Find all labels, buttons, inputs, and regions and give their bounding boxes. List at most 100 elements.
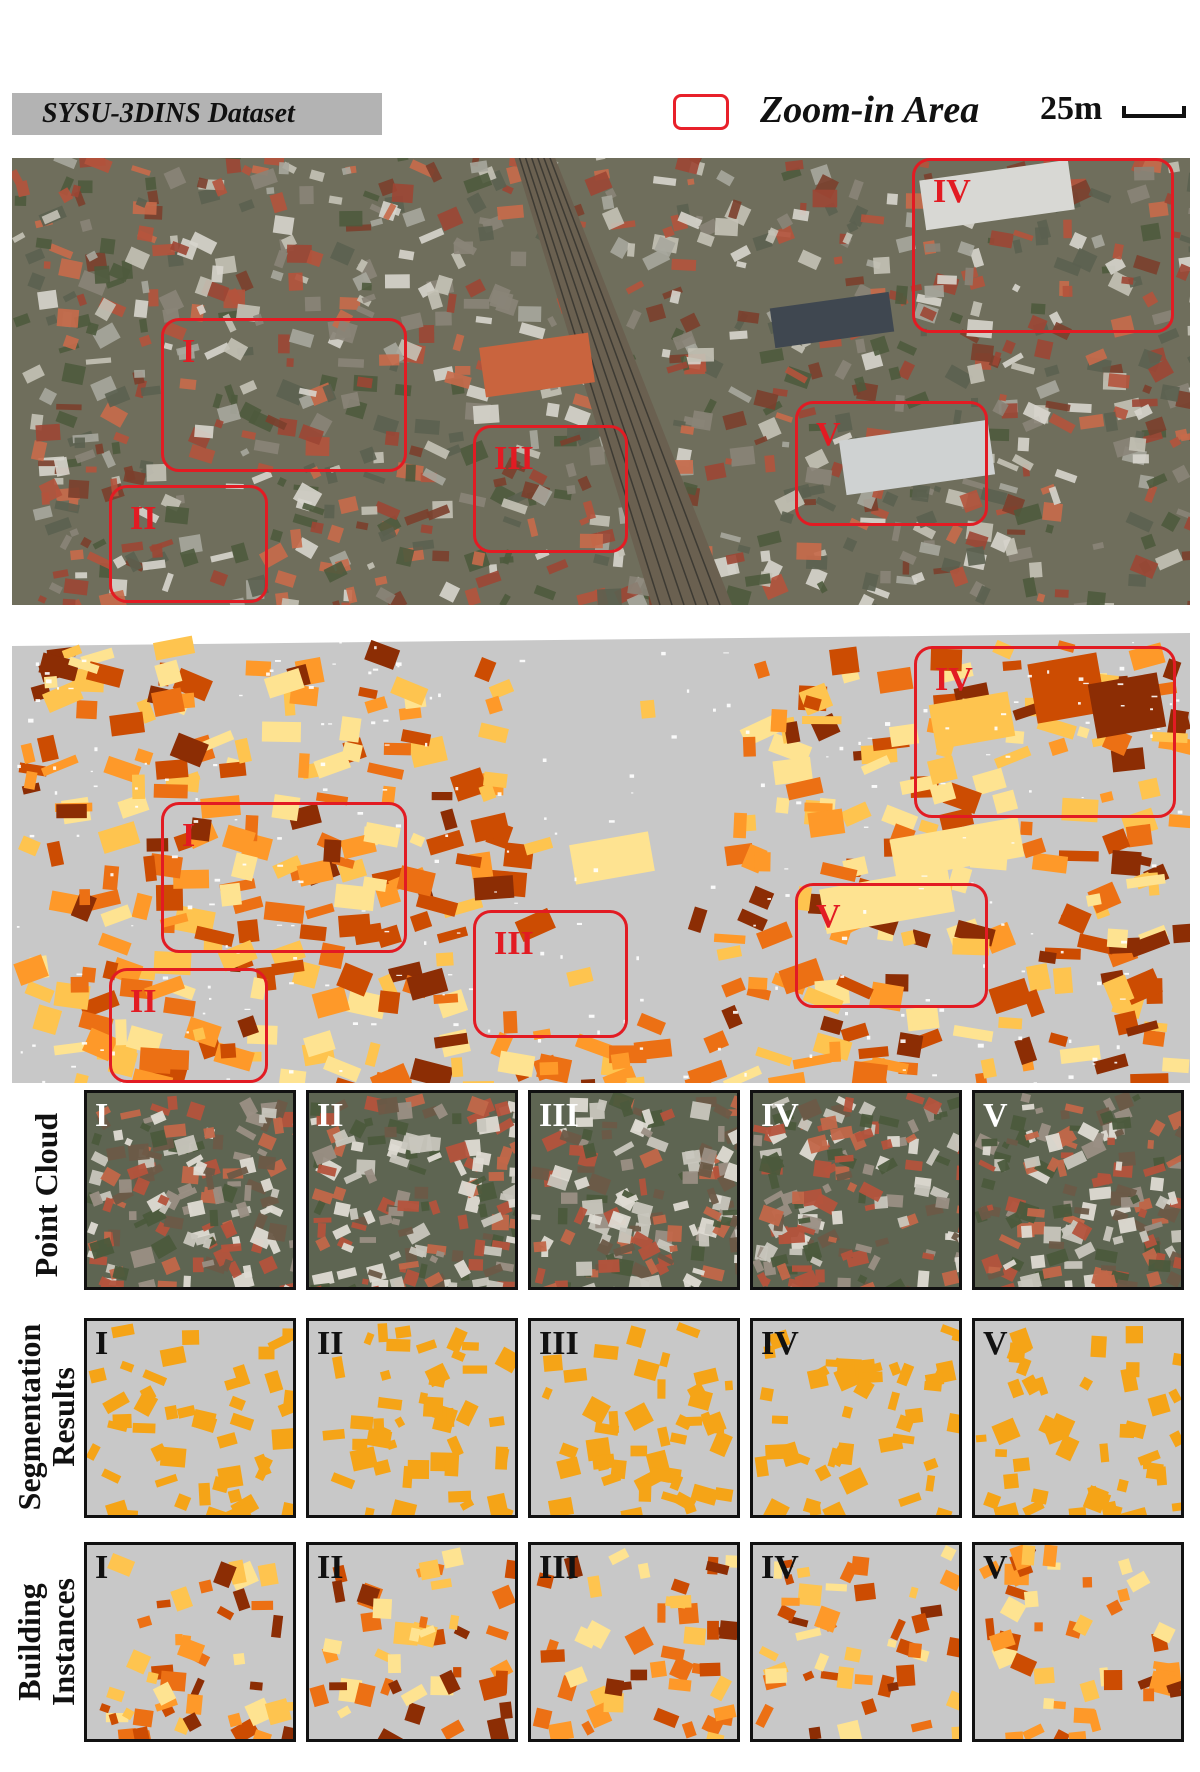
point-gap (918, 888, 924, 890)
tile-photo-roof (554, 1280, 569, 1287)
tile-photo-roof (682, 1171, 698, 1184)
point-gap (1150, 708, 1153, 711)
building-instance (687, 1059, 728, 1083)
point-gap (640, 998, 644, 1002)
tile-photo-roof (480, 1212, 504, 1228)
point-gap (683, 1075, 689, 1079)
tile-photo-roof (727, 1128, 737, 1146)
aerial-roof (290, 528, 303, 549)
aerial-roof (916, 293, 943, 307)
tile-photo-roof (914, 1184, 931, 1198)
tile-building (154, 1473, 178, 1488)
tile-building (681, 1416, 703, 1427)
building-instance (497, 1050, 536, 1078)
tile-photo-roof (764, 1151, 785, 1173)
tile-building (1118, 1558, 1133, 1576)
tile-photo-roof (1021, 1103, 1035, 1111)
aerial-roof (1011, 283, 1021, 293)
building-instance (1085, 893, 1102, 907)
aerial-roof (1175, 390, 1190, 411)
tile-building (659, 1352, 671, 1368)
tile-building (264, 1698, 292, 1726)
tile-photo-roof (139, 1122, 152, 1133)
tile-photo-roof (346, 1283, 358, 1287)
building-instance (803, 695, 822, 712)
building-instance (383, 742, 412, 756)
tile-photo-roof (310, 1283, 331, 1287)
building-instance (896, 1032, 924, 1059)
tile-building (448, 1490, 472, 1503)
tile-photo-roof (1056, 1159, 1068, 1178)
aerial-roof (1034, 338, 1054, 360)
tile-building (331, 1356, 346, 1379)
aerial-roof (966, 546, 986, 567)
tile-photo-roof (378, 1214, 393, 1226)
tile-building (102, 1391, 130, 1415)
tile-photo-roof (265, 1158, 287, 1178)
tile-building (494, 1346, 515, 1374)
tile-photo-roof (334, 1135, 356, 1148)
point-gap (234, 819, 238, 821)
tile-building (657, 1379, 666, 1399)
tile-photo-roof (978, 1159, 996, 1172)
tile-building (198, 1579, 214, 1594)
aerial-roof (765, 227, 779, 244)
aerial-roof (238, 401, 262, 425)
tile-photo-roof (1046, 1156, 1061, 1173)
aerial-roof (53, 456, 70, 477)
tile-building (258, 1346, 275, 1360)
aerial-roof (730, 245, 751, 263)
tile-building (1126, 1362, 1140, 1378)
zoom-label-v-instances: V (816, 898, 841, 935)
point-gap (519, 659, 526, 663)
tile-photo-roof (267, 1222, 288, 1242)
tile-building (1030, 1488, 1049, 1505)
tile-building (1068, 1730, 1088, 1739)
tile-photo-roof (1107, 1137, 1115, 1145)
tile-building (362, 1507, 375, 1515)
tile-segmentation-2-label: II (317, 1325, 344, 1362)
tile-building (264, 1370, 284, 1394)
point-gap (494, 891, 497, 893)
tile-photo-roof (981, 1138, 998, 1147)
aerial-roof (579, 516, 590, 526)
aerial-roof (1048, 413, 1076, 434)
aerial-roof (737, 310, 760, 324)
tile-building (946, 1412, 959, 1434)
aerial-roof (1007, 529, 1026, 535)
building-instance (988, 977, 1033, 1014)
aerial-roof (905, 212, 914, 228)
building-instance (1174, 713, 1190, 732)
point-gap (1060, 950, 1064, 954)
tile-building (681, 1497, 697, 1515)
aerial-roof (302, 502, 325, 516)
tile-photo-roof (397, 1226, 414, 1237)
tile-photo-roof (637, 1241, 661, 1261)
aerial-roof (435, 311, 452, 326)
tile-photo-roof (371, 1279, 389, 1287)
aerial-roof (1186, 600, 1190, 605)
aerial-roof (139, 318, 148, 333)
point-gap (932, 1074, 937, 1077)
building-instance (785, 777, 824, 801)
aerial-roof (41, 209, 61, 225)
building-instance (185, 771, 201, 784)
aerial-large-roof (769, 291, 895, 349)
point-gap (1085, 721, 1090, 724)
aerial-roof (1128, 436, 1147, 453)
aerial-roof (949, 311, 964, 325)
tile-building (604, 1678, 625, 1697)
zoom-area-ii-instances: II (109, 968, 268, 1083)
point-gap (320, 762, 326, 767)
aerial-roof (736, 260, 747, 269)
tile-photo-roof (414, 1186, 429, 1199)
point-gap (1150, 734, 1153, 738)
tile-photo-roof (639, 1274, 663, 1287)
aerial-roof (966, 319, 994, 339)
building-instance (748, 885, 775, 910)
tile-photo-roof (1117, 1216, 1137, 1234)
building-instance (449, 767, 489, 802)
aerial-roof (488, 564, 498, 574)
building-instance (792, 1053, 832, 1070)
tile-building (633, 1358, 660, 1382)
